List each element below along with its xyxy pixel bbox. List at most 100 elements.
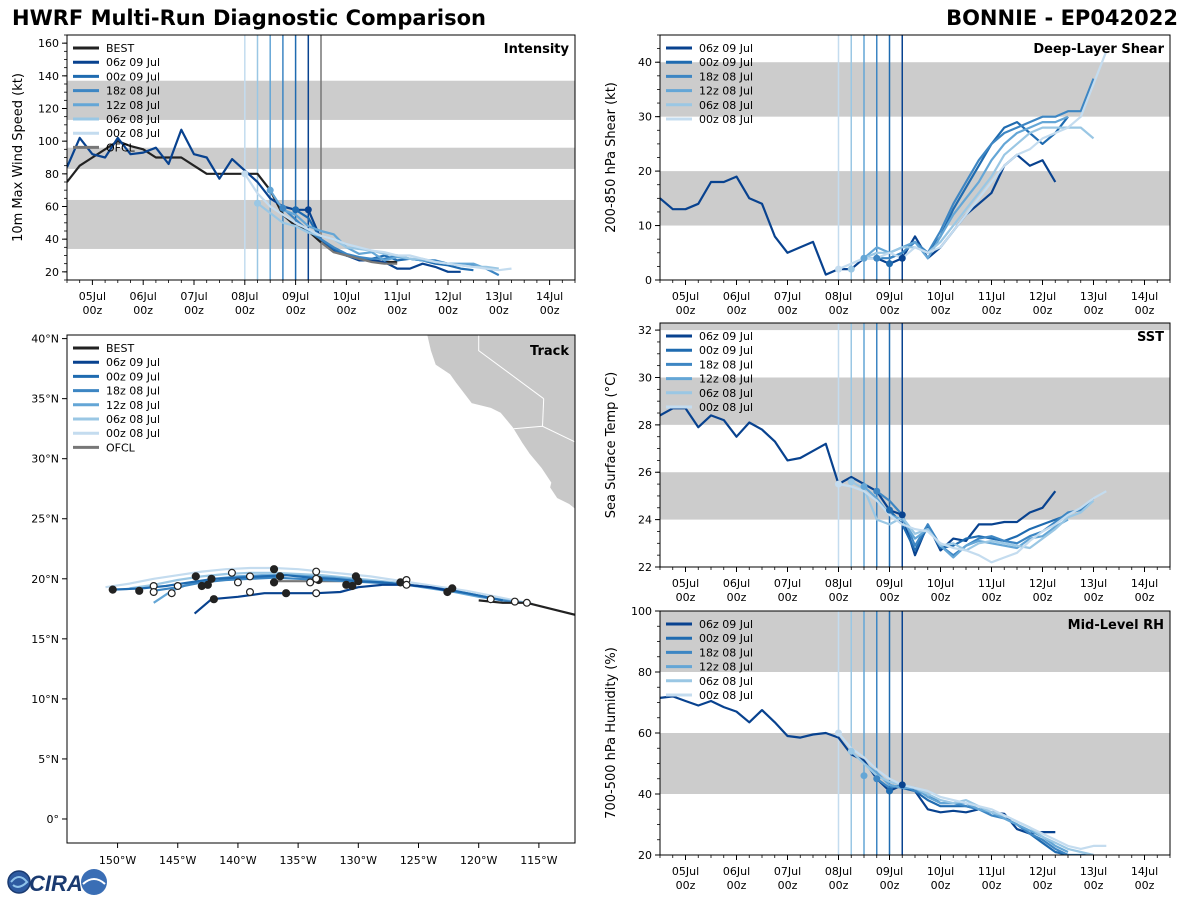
intensity-plot-area xyxy=(67,35,575,280)
sst-series-06z-09-jul xyxy=(660,407,1057,557)
rh-series-00z-08-jul xyxy=(837,732,1107,851)
rh-ytick-label: 60 xyxy=(638,727,652,740)
political-border-2 xyxy=(542,398,545,427)
shear-ytick-label: 0 xyxy=(645,274,652,287)
sst-band-1 xyxy=(660,377,1170,425)
intensity-init-marker-5 xyxy=(241,170,249,178)
intensity-legend-label-ofcl: OFCL xyxy=(106,141,136,154)
intensity-xtick-label-hour: 00z xyxy=(540,304,560,317)
shear-ytick-label: 10 xyxy=(638,220,652,233)
rh-legend-label-12z-08-jul: 12z 08 Jul xyxy=(699,661,753,674)
sst-init-marker-3 xyxy=(860,482,868,490)
shear-legend-label-06z-08-jul: 06z 08 Jul xyxy=(699,99,753,112)
intensity-legend-label-00z-08-jul: 00z 08 Jul xyxy=(106,127,160,140)
csu-badge-wave-icon xyxy=(82,878,106,885)
rh-xtick-label-date: 07Jul xyxy=(774,865,801,878)
track-point-10 xyxy=(354,577,363,586)
intensity-ytick-label: 160 xyxy=(38,37,59,50)
rh-xtick-label-date: 13Jul xyxy=(1080,865,1107,878)
rh-init-marker-1 xyxy=(886,787,893,795)
shear-xtick-label-date: 08Jul xyxy=(825,290,852,303)
sst-legend-label-00z-09-jul: 00z 09 Jul xyxy=(699,344,753,357)
intensity-xtick-label-date: 08Jul xyxy=(231,290,258,303)
shear-xtick-label-hour: 00z xyxy=(880,304,900,317)
shear-init-marker-3 xyxy=(860,254,868,262)
intensity-ytick-label: 80 xyxy=(45,168,59,181)
shear-legend-label-12z-08-jul: 12z 08 Jul xyxy=(699,85,753,98)
sst-init-marker-5 xyxy=(835,480,842,488)
track-ytick-label: 10°N xyxy=(31,693,59,706)
sst-ytick-label: 22 xyxy=(638,561,652,574)
track-ytick-label: 15°N xyxy=(31,633,59,646)
shear-series-06z-09-jul xyxy=(660,153,1057,276)
shear-init-marker-0 xyxy=(898,254,906,262)
intensity-xtick-label-hour: 00z xyxy=(83,304,103,317)
shear-ylabel: 200-850 hPa Shear (kt) xyxy=(604,82,619,233)
rh-legend-label-06z-09-jul: 06z 09 Jul xyxy=(699,618,753,631)
sst-xtick-label-hour: 00z xyxy=(829,591,849,604)
sst-series-00z-08-jul xyxy=(838,483,1107,564)
track-open-point-14 xyxy=(522,598,531,607)
track-open-point-6 xyxy=(233,578,242,587)
cira-logo-text: CIRA xyxy=(29,871,83,896)
intensity-series-00z-08-jul xyxy=(243,173,512,272)
political-border-0 xyxy=(478,335,544,400)
sst-xtick-label-hour: 00z xyxy=(880,591,900,604)
sst-xtick-label-date: 14Jul xyxy=(1131,577,1158,590)
intensity-xtick-label-date: 10Jul xyxy=(333,290,360,303)
rh-legend-label-18z-08-jul: 18z 08 Jul xyxy=(699,646,753,659)
track-frame xyxy=(66,334,576,844)
track-plot-area xyxy=(105,335,575,616)
shear-init-marker-4 xyxy=(847,265,855,273)
intensity-xtick-label-hour: 00z xyxy=(489,304,509,317)
intensity-xtick-label-date: 05Jul xyxy=(79,290,106,303)
intensity-ytick-label: 20 xyxy=(45,266,59,279)
rh-plot-area xyxy=(660,611,1170,855)
rh-xtick-label-date: 05Jul xyxy=(672,865,699,878)
sst-panel-title: SST xyxy=(1137,330,1164,345)
intensity-xtick-label-date: 09Jul xyxy=(282,290,309,303)
rh-xtick-label-hour: 00z xyxy=(1135,879,1155,892)
track-legend-label-06z-09-jul: 06z 09 Jul xyxy=(106,356,160,369)
sst-xtick-label-hour: 00z xyxy=(727,591,747,604)
cira-logo: CIRA xyxy=(7,869,107,896)
track-legend-background xyxy=(70,339,170,459)
shear-xtick-label-date: 10Jul xyxy=(927,290,954,303)
track-point-18 xyxy=(281,589,291,598)
track-open-point-3 xyxy=(173,581,182,590)
track-xtick-label: 125°W xyxy=(400,854,437,867)
rh-xtick-label-date: 06Jul xyxy=(723,865,750,878)
track-ytick-label: 25°N xyxy=(31,513,59,526)
rh-xtick-label-hour: 00z xyxy=(829,879,849,892)
sst-init-marker-2 xyxy=(873,487,881,495)
shear-xtick-label-date: 12Jul xyxy=(1029,290,1056,303)
sst-xtick-label-date: 13Jul xyxy=(1080,577,1107,590)
sst-xtick-label-hour: 00z xyxy=(676,591,696,604)
track-legend-label-12z-08-jul: 12z 08 Jul xyxy=(106,399,160,412)
track-open-point-2 xyxy=(167,589,176,598)
shear-ytick-label: 40 xyxy=(638,56,652,69)
rh-xtick-label-hour: 00z xyxy=(1084,879,1104,892)
rh-xtick-label-hour: 00z xyxy=(727,879,747,892)
rh-xtick-label-date: 09Jul xyxy=(876,865,903,878)
sst-xtick-label-hour: 00z xyxy=(778,591,798,604)
track-point-8 xyxy=(269,578,279,587)
shear-xtick-label-date: 11Jul xyxy=(978,290,1005,303)
cira-globe-icon xyxy=(7,870,31,894)
rh-xtick-label-hour: 00z xyxy=(676,879,696,892)
intensity-xtick-label-date: 14Jul xyxy=(536,290,563,303)
rh-ytick-label: 40 xyxy=(638,788,652,801)
track-ytick-label: 30°N xyxy=(31,453,59,466)
track-open-point-16 xyxy=(312,589,321,598)
intensity-ytick-label: 120 xyxy=(38,103,59,116)
intensity-xtick-label-hour: 00z xyxy=(184,304,204,317)
sst-series-00z-09-jul xyxy=(888,509,1069,552)
intensity-xtick-label-date: 12Jul xyxy=(434,290,461,303)
rh-xtick-label-date: 12Jul xyxy=(1029,865,1056,878)
shear-xtick-label-date: 13Jul xyxy=(1080,290,1107,303)
intensity-panel: 2040608010012014016005Jul00z06Jul00z07Ju… xyxy=(11,34,576,317)
sst-legend-label-18z-08-jul: 18z 08 Jul xyxy=(699,358,753,371)
sst-legend-label-06z-08-jul: 06z 08 Jul xyxy=(699,387,753,400)
intensity-xtick-label-hour: 00z xyxy=(387,304,407,317)
track-xtick-label: 115°W xyxy=(520,854,557,867)
